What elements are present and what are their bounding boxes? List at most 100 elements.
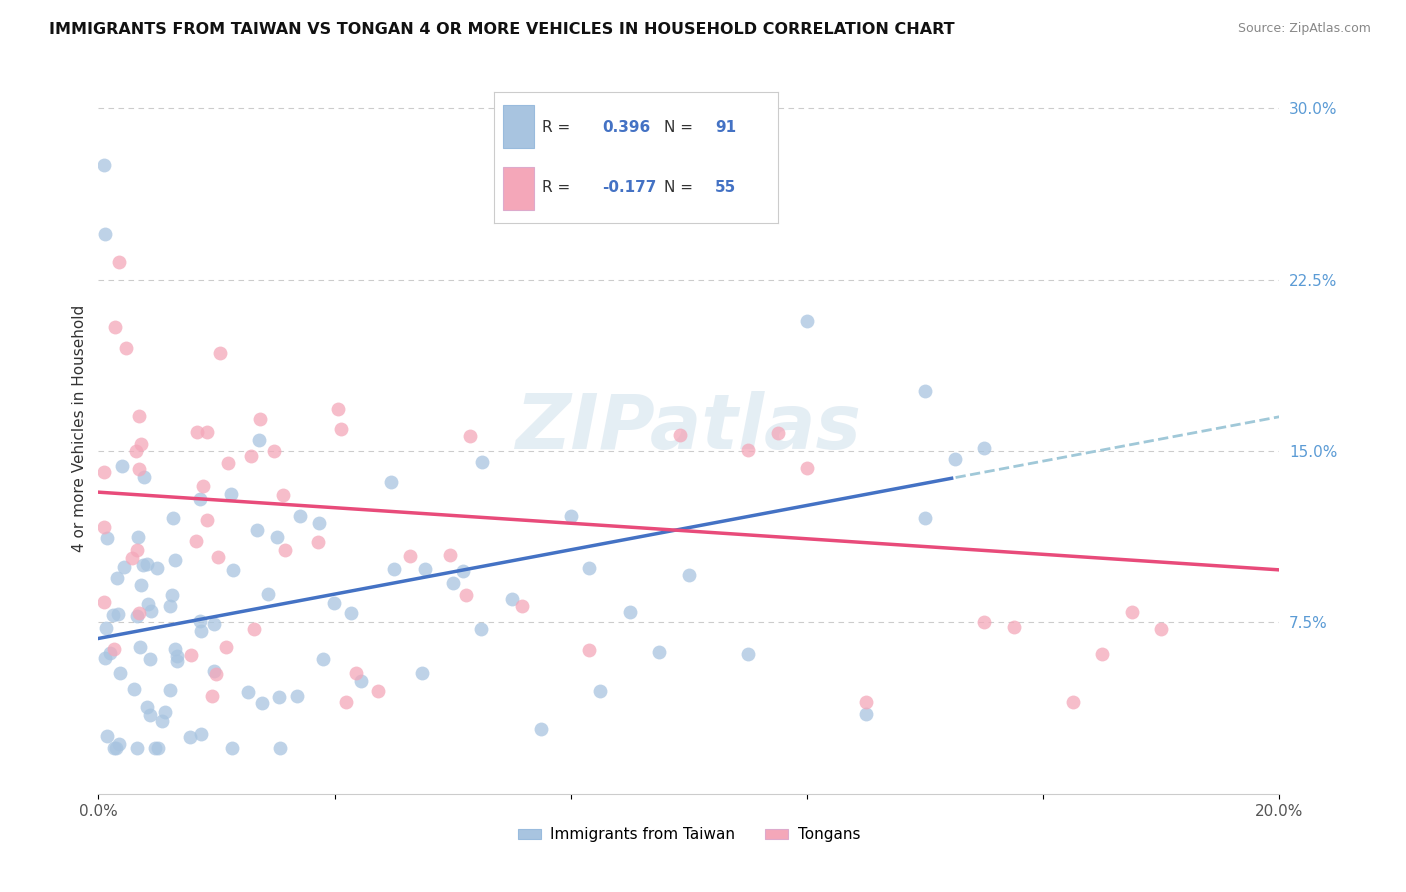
Point <box>127 530 149 544</box>
Point <box>382 562 405 576</box>
Point <box>122 682 145 697</box>
Point <box>93 519 115 533</box>
Point <box>501 591 523 606</box>
Point <box>242 622 264 636</box>
Point <box>193 479 215 493</box>
Point <box>855 696 877 710</box>
Point <box>458 428 481 442</box>
Point <box>104 320 127 334</box>
Point <box>93 465 115 479</box>
Point <box>510 599 533 613</box>
Point <box>136 699 159 714</box>
Point <box>648 645 671 659</box>
Point <box>1002 620 1025 634</box>
Point <box>107 607 129 622</box>
Point <box>105 571 128 585</box>
Point <box>166 654 188 668</box>
Point <box>222 563 245 577</box>
Point <box>285 690 308 704</box>
Point <box>160 588 183 602</box>
Point <box>413 562 436 576</box>
Point <box>143 741 166 756</box>
Point <box>103 608 125 623</box>
Point <box>453 564 475 578</box>
Point <box>263 443 285 458</box>
Point <box>973 441 995 455</box>
Point <box>335 696 357 710</box>
Point <box>103 741 125 756</box>
Point <box>250 696 273 710</box>
Point <box>146 741 169 756</box>
Legend: Immigrants from Taiwan, Tongans: Immigrants from Taiwan, Tongans <box>512 822 866 848</box>
Point <box>439 548 461 562</box>
Point <box>1150 622 1173 636</box>
Point <box>578 643 600 657</box>
Point <box>589 684 612 698</box>
Point <box>107 737 129 751</box>
Point <box>340 606 363 620</box>
Point <box>197 425 219 439</box>
Point <box>125 443 148 458</box>
Point <box>441 575 464 590</box>
Point <box>249 412 271 426</box>
Point <box>190 624 212 639</box>
Point <box>190 727 212 741</box>
Point <box>367 683 389 698</box>
Point <box>1121 605 1143 619</box>
Point <box>266 531 288 545</box>
Point <box>163 553 186 567</box>
Point <box>578 561 600 575</box>
Point <box>202 664 225 678</box>
Point <box>94 621 117 635</box>
Point <box>108 666 131 681</box>
Point <box>246 523 269 537</box>
Point <box>312 651 335 665</box>
Point <box>138 597 160 611</box>
Point <box>135 557 157 571</box>
Point <box>125 608 148 623</box>
Point <box>308 516 330 530</box>
Text: ZIPatlas: ZIPatlas <box>516 392 862 465</box>
Point <box>456 588 478 602</box>
Point <box>128 462 150 476</box>
Point <box>328 402 350 417</box>
Point <box>115 341 138 355</box>
Point <box>215 640 238 654</box>
Point <box>201 689 224 703</box>
Point <box>139 707 162 722</box>
Point <box>855 707 877 722</box>
Point <box>202 616 225 631</box>
Point <box>129 436 152 450</box>
Point <box>108 255 131 269</box>
Point <box>205 666 228 681</box>
Point <box>186 425 208 439</box>
Point <box>796 314 818 328</box>
Point <box>273 488 295 502</box>
Point <box>105 741 128 756</box>
Point <box>146 561 169 575</box>
Text: Source: ZipAtlas.com: Source: ZipAtlas.com <box>1237 22 1371 36</box>
Point <box>94 650 117 665</box>
Point <box>128 409 150 423</box>
Point <box>159 599 181 613</box>
Point <box>796 461 818 475</box>
Point <box>166 648 188 663</box>
Point <box>138 651 160 665</box>
Point <box>195 513 218 527</box>
Point <box>129 578 152 592</box>
Point <box>344 666 367 681</box>
Point <box>236 685 259 699</box>
Point <box>96 531 118 545</box>
Point <box>273 543 295 558</box>
Point <box>678 567 700 582</box>
Point <box>179 731 201 745</box>
Point <box>322 596 344 610</box>
Point <box>94 227 117 241</box>
Point <box>219 487 242 501</box>
Point <box>121 550 143 565</box>
Point <box>737 443 759 458</box>
Point <box>153 706 176 720</box>
Point <box>209 346 232 360</box>
Point <box>1062 696 1084 710</box>
Point <box>188 614 211 628</box>
